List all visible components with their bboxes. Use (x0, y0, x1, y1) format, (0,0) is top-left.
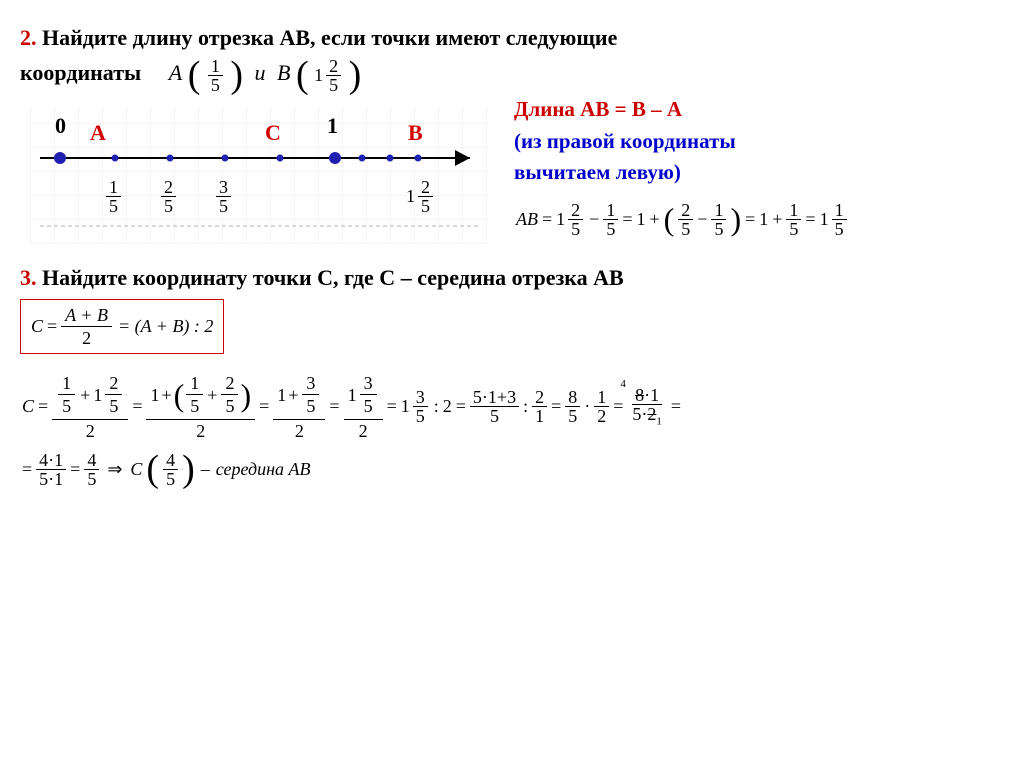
eq-ab: AB = 125 − 15 = 1 + ( 25 − 15 ) = 1 + 15… (514, 201, 851, 238)
p2-line1: Найдите длину отрезка АВ, если точки име… (42, 25, 617, 50)
p2-num: 2. (20, 25, 37, 50)
midpoint-formula: C = A + B 2 = (A + B) : 2 (20, 299, 224, 354)
p2-line2: координаты (20, 60, 141, 85)
number-line: 0 A C 1 B 15 25 35 125 (30, 108, 490, 244)
problem3-statement: 3. Найдите координату точки С, где С – с… (20, 260, 1004, 295)
svg-text:1: 1 (327, 113, 338, 138)
svg-text:B: B (408, 120, 423, 145)
coord-B-label: B (277, 60, 290, 85)
problem2-statement: 2. Найдите длину отрезка АВ, если точки … (20, 20, 1004, 94)
eq-c-line1: C = 15 + 125 2 = 1 + ( 15 + 25 ) 2 = 1 +… (20, 370, 1004, 442)
coord-A-label: A (169, 60, 182, 85)
svg-text:A: A (90, 120, 106, 145)
eq-c-line2: = 4·1 5·1 = 45 ⇒ C ( 45 ) – середина AB (20, 450, 1004, 488)
length-hint: Длина АВ = В – А (из правой координаты в… (514, 94, 851, 246)
svg-text:C: C (265, 120, 281, 145)
svg-text:0: 0 (55, 113, 66, 138)
